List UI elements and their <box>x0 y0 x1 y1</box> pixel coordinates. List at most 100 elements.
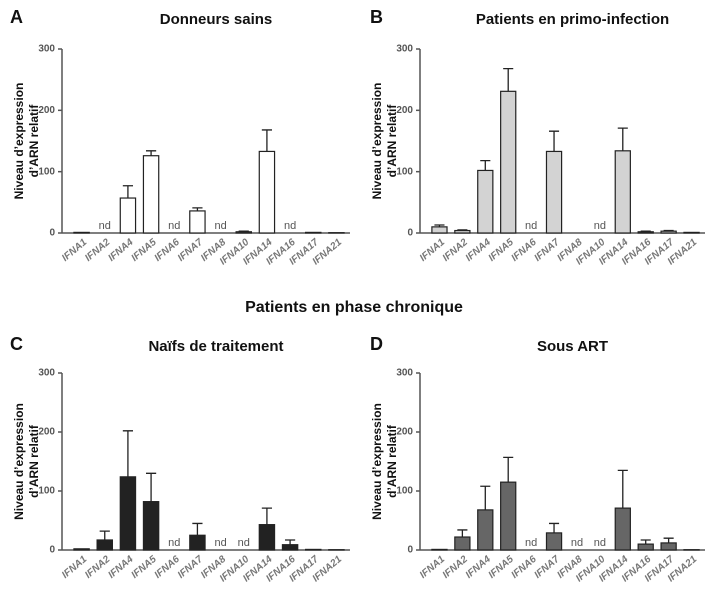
bar <box>73 231 90 234</box>
y-axis-label: d’ARN relatif <box>27 104 41 178</box>
section-heading: Patients en phase chronique <box>245 299 463 316</box>
y-tick-label: 300 <box>396 368 413 379</box>
panel-title: Donneurs sains <box>160 11 273 28</box>
panel: C Naïfs de traitement Niveau d’expression d… <box>10 334 350 584</box>
panel-title: Sous ART <box>537 338 608 355</box>
value-label: nd <box>99 220 111 232</box>
value-label: nd <box>168 537 180 549</box>
bar <box>96 539 113 551</box>
x-tick-label: IFNA4 <box>464 554 494 581</box>
error-bar <box>503 456 514 483</box>
bar <box>258 524 276 551</box>
error-bar <box>192 522 203 536</box>
bar <box>477 509 494 551</box>
error-bar <box>457 529 468 538</box>
x-tick-label: IFNA7 <box>176 554 206 581</box>
bar <box>73 548 90 551</box>
x-tick-label: IFNA6 <box>153 554 183 581</box>
panel-title: Naïfs de traitement <box>148 338 283 355</box>
panel-letter: D <box>370 334 383 354</box>
value-label: nd <box>168 220 180 232</box>
bar <box>637 543 654 551</box>
y-tick-label: 100 <box>38 486 55 497</box>
value-label: nd <box>214 537 226 549</box>
y-tick-label: 200 <box>38 427 55 438</box>
bar <box>545 150 563 234</box>
bar <box>614 507 631 551</box>
y-tick-label: 0 <box>407 545 413 556</box>
error-bar <box>480 159 491 171</box>
bar <box>305 231 322 234</box>
y-tick-label: 0 <box>407 228 413 239</box>
bar <box>189 210 206 234</box>
x-tick-label: IFNA4 <box>464 237 494 264</box>
y-tick-label: 200 <box>396 427 413 438</box>
bar <box>477 169 494 234</box>
x-tick-label: IFNA2 <box>83 554 113 581</box>
bar <box>454 229 471 234</box>
value-label: nd <box>238 537 250 549</box>
y-tick-label: 100 <box>396 486 413 497</box>
bar <box>189 534 206 551</box>
x-tick-label: IFNA2 <box>441 237 471 264</box>
x-tick-label: IFNA7 <box>532 554 562 581</box>
error-bar <box>640 539 651 545</box>
x-tick-label: IFNA1 <box>60 554 90 581</box>
error-bar <box>549 130 560 152</box>
x-tick-label: IFNA1 <box>418 237 448 264</box>
panel-letter: B <box>370 7 383 27</box>
bar <box>545 532 563 551</box>
y-tick-label: 200 <box>38 105 55 116</box>
y-axis-label: d’ARN relatif <box>27 424 41 498</box>
panel-title: Patients en primo-infection <box>476 11 669 28</box>
error-bar <box>284 539 296 545</box>
y-tick-label: 0 <box>49 228 55 239</box>
y-axis-label: Niveau d’expression <box>370 83 384 200</box>
bar <box>660 230 677 234</box>
value-label: nd <box>525 537 537 549</box>
value-label: nd <box>594 537 606 549</box>
y-tick-label: 300 <box>396 44 413 55</box>
value-label: nd <box>571 537 583 549</box>
x-tick-label: IFNA6 <box>153 237 183 264</box>
y-axis-label: Niveau d’expression <box>12 83 26 200</box>
value-label: nd <box>284 220 296 232</box>
value-label: nd <box>525 220 537 232</box>
x-tick-label: IFNA5 <box>487 554 517 581</box>
error-bar <box>122 185 134 199</box>
value-label: nd <box>214 220 226 232</box>
error-bar <box>99 530 110 540</box>
bar <box>142 501 160 551</box>
x-tick-label: IFNA5 <box>487 237 517 264</box>
x-tick-label: IFNA6 <box>510 554 540 581</box>
x-tick-label: IFNA4 <box>106 554 136 581</box>
error-bar <box>503 67 514 92</box>
value-label: nd <box>594 220 606 232</box>
error-bar <box>663 537 674 543</box>
y-axis-label: d’ARN relatif <box>385 104 399 178</box>
bar <box>614 150 631 234</box>
y-tick-label: 100 <box>38 166 55 177</box>
error-bar <box>549 522 560 533</box>
bar <box>637 231 654 234</box>
error-bar <box>145 150 157 156</box>
y-axis-label: Niveau d’expression <box>12 403 26 520</box>
bar <box>305 548 322 551</box>
bar <box>683 231 700 234</box>
error-bar <box>480 485 491 510</box>
panel: A Donneurs sains Niveau d’expression d’ARN … <box>10 7 350 267</box>
x-tick-label: IFNA5 <box>129 554 159 581</box>
panel-letter: A <box>10 7 23 27</box>
x-tick-label: IFNA1 <box>60 237 90 264</box>
panel-letter: C <box>10 334 23 354</box>
bar <box>500 481 517 551</box>
bar <box>119 197 137 234</box>
y-tick-label: 0 <box>49 545 55 556</box>
error-bar <box>617 469 628 509</box>
x-tick-label: IFNA7 <box>176 237 206 264</box>
bar <box>142 155 160 234</box>
x-tick-label: IFNA4 <box>106 237 136 264</box>
error-bar <box>122 430 134 477</box>
panel: D Sous ART Niveau d’expression d’ARN relati… <box>370 334 705 584</box>
